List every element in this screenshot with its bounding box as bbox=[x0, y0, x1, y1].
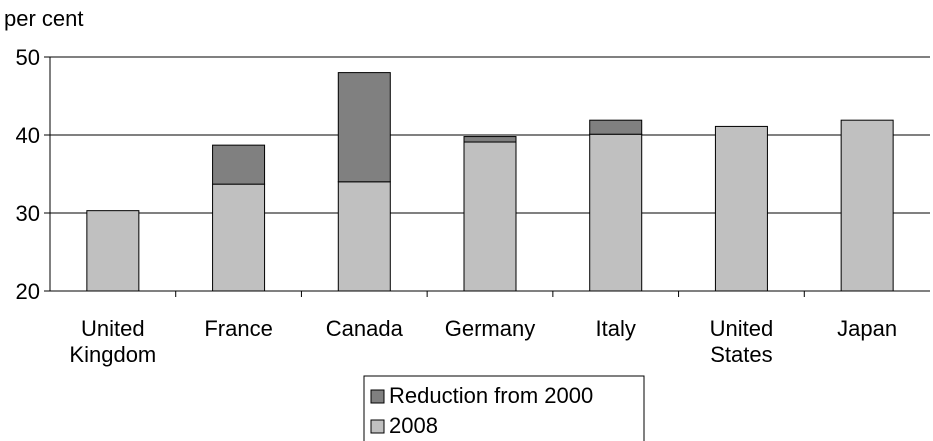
x-tick-label: Japan bbox=[837, 316, 897, 341]
bar-2008 bbox=[840, 119, 894, 292]
y-axis-label: per cent bbox=[4, 6, 84, 31]
x-tick-label: Canada bbox=[326, 316, 404, 341]
bar-2008 bbox=[589, 133, 643, 292]
y-tick-label: 50 bbox=[16, 45, 40, 70]
bar-2008 bbox=[463, 141, 517, 292]
y-tick-label: 20 bbox=[16, 279, 40, 304]
y-tick-label: 30 bbox=[16, 201, 40, 226]
bar-reduction-from-2000 bbox=[463, 136, 517, 143]
bar-2008 bbox=[86, 210, 140, 292]
bars bbox=[86, 72, 894, 292]
y-tick-label: 40 bbox=[16, 123, 40, 148]
bar-reduction-from-2000 bbox=[212, 144, 266, 185]
bar-reduction-from-2000 bbox=[337, 72, 391, 183]
y-tick-labels: 20 30 40 50 bbox=[16, 45, 40, 304]
x-tick-label: Italy bbox=[596, 316, 636, 341]
x-tick-label: France bbox=[204, 316, 272, 341]
legend-box bbox=[363, 375, 645, 441]
x-tick-label: United States bbox=[710, 316, 774, 367]
bar-2008 bbox=[337, 181, 391, 292]
legend-swatch bbox=[370, 389, 385, 404]
x-tick-labels: United Kingdom France Canada Germany Italy Uni… bbox=[69, 316, 897, 367]
bar-reduction-from-2000 bbox=[589, 119, 643, 135]
x-tick-label: Germany bbox=[445, 316, 535, 341]
legend-swatch bbox=[370, 419, 385, 434]
axes bbox=[44, 56, 930, 297]
legend-label: Reduction from 2000 bbox=[389, 383, 593, 408]
legend: Reduction from 2000 2008 bbox=[363, 375, 645, 441]
bar-2008 bbox=[714, 125, 768, 292]
x-tick-label: United Kingdom bbox=[69, 316, 156, 367]
legend-label: 2008 bbox=[389, 413, 438, 438]
bar-2008 bbox=[212, 183, 266, 292]
